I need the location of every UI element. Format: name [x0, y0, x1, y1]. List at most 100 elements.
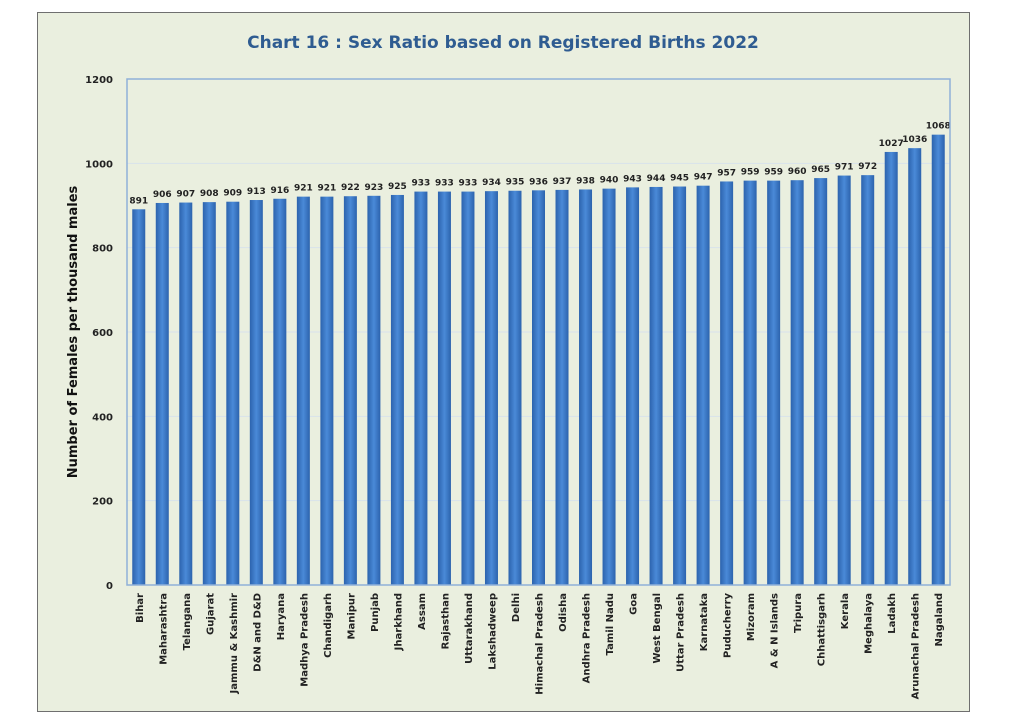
x-tick-label: Manipur	[346, 593, 357, 640]
x-tick-label: Kerala	[840, 593, 851, 629]
data-label: 959	[764, 168, 783, 178]
y-tick-label: 800	[92, 244, 113, 255]
bar	[649, 186, 663, 586]
x-tick-label: Andhra Pradesh	[582, 593, 593, 683]
data-label: 933	[435, 179, 454, 189]
x-tick-label: Jharkhand	[393, 593, 404, 651]
data-label: 921	[294, 184, 313, 194]
data-label: 957	[717, 168, 736, 178]
data-label: 922	[341, 183, 360, 193]
y-tick-label: 1000	[85, 159, 113, 170]
x-tick-label: Himachal Pradesh	[535, 593, 546, 695]
x-tick-label: Uttar Pradesh	[676, 593, 687, 672]
bar	[273, 198, 287, 585]
x-tick-label: Goa	[629, 593, 640, 615]
data-label: 938	[576, 176, 595, 186]
bar	[461, 191, 475, 585]
x-tick-label: Tripura	[793, 593, 804, 633]
data-label: 913	[247, 187, 266, 197]
bar	[437, 191, 451, 585]
bar	[202, 202, 216, 586]
x-tick-label: Jammu & Kashmir	[229, 593, 240, 695]
bar	[532, 190, 545, 585]
data-label: 940	[600, 176, 619, 186]
x-tick-label: Telangana	[182, 593, 193, 650]
data-label: 891	[129, 196, 148, 206]
bar	[673, 186, 687, 585]
x-tick-label: West Bengal	[652, 593, 663, 664]
data-label: 909	[223, 189, 242, 199]
data-label: 923	[365, 183, 384, 193]
x-tick-label: Nagaland	[934, 593, 945, 646]
x-tick-label: Puducherry	[723, 593, 734, 658]
x-tick-label: Tamil Nadu	[605, 593, 616, 655]
bar	[320, 196, 334, 585]
data-label: 907	[176, 190, 195, 200]
data-label: 933	[459, 179, 478, 189]
bar	[508, 190, 522, 585]
bar	[720, 181, 734, 585]
data-label: 916	[270, 186, 289, 196]
y-tick-label: 1200	[85, 75, 113, 86]
data-label: 960	[788, 167, 807, 177]
y-axis-label: Number of Females per thousand males	[66, 185, 81, 478]
bar	[790, 180, 804, 585]
x-tick-label: Uttarakhand	[464, 593, 475, 664]
data-label: 959	[741, 168, 760, 178]
bar	[602, 188, 616, 585]
y-tick-label: 0	[106, 581, 113, 592]
data-label: 925	[388, 182, 407, 192]
data-label: 937	[553, 177, 572, 187]
data-label: 1068	[926, 122, 951, 132]
data-label: 935	[506, 178, 525, 188]
plot-area-border	[126, 78, 951, 586]
bar	[696, 185, 710, 585]
x-tick-label: Delhi	[511, 593, 522, 622]
data-label: 906	[153, 190, 172, 200]
x-tick-label: D&N and D&D	[252, 593, 263, 672]
bar	[861, 175, 875, 585]
x-tick-label: Meghalaya	[864, 593, 875, 654]
x-tick-label: Odisha	[558, 593, 569, 632]
data-label: 965	[811, 165, 830, 175]
data-label: 1036	[902, 135, 927, 145]
bar	[390, 194, 404, 586]
data-label: 934	[482, 178, 501, 188]
x-tick-label: Chandigarh	[323, 593, 334, 658]
bar	[743, 180, 757, 585]
bar	[555, 189, 569, 586]
data-label: 944	[647, 174, 666, 184]
bar	[249, 200, 263, 586]
x-tick-label: Rajasthan	[440, 593, 451, 649]
y-tick-label: 600	[92, 328, 113, 339]
x-tick-label: Chhattisgarh	[817, 593, 828, 666]
x-tick-label: Haryana	[276, 593, 287, 640]
bar	[579, 189, 593, 585]
x-tick-label: Karnataka	[699, 593, 710, 651]
data-label: 943	[623, 174, 642, 184]
x-tick-label: Madhya Pradesh	[299, 593, 310, 687]
bar	[414, 191, 428, 585]
data-label: 933	[412, 179, 431, 189]
bar	[884, 151, 898, 585]
x-tick-label: Mizoram	[746, 593, 757, 641]
x-tick-label: Assam	[417, 593, 428, 630]
x-tick-label: Punjab	[370, 593, 381, 632]
bar	[296, 196, 310, 585]
bar	[226, 201, 240, 585]
data-label: 972	[858, 162, 877, 172]
bar	[155, 202, 169, 585]
bar	[814, 178, 828, 585]
bar	[132, 209, 146, 586]
bar	[908, 148, 922, 586]
x-tick-label: Gujarat	[205, 593, 216, 635]
y-tick-label: 400	[92, 412, 113, 423]
chart-title: Chart 16 : Sex Ratio based on Registered…	[247, 33, 759, 53]
bar	[837, 175, 851, 586]
bar	[484, 191, 498, 585]
bar	[343, 196, 357, 585]
x-tick-label: Bihar	[135, 593, 146, 623]
x-tick-label: A & N Islands	[770, 593, 781, 668]
data-label: 1027	[879, 139, 904, 149]
